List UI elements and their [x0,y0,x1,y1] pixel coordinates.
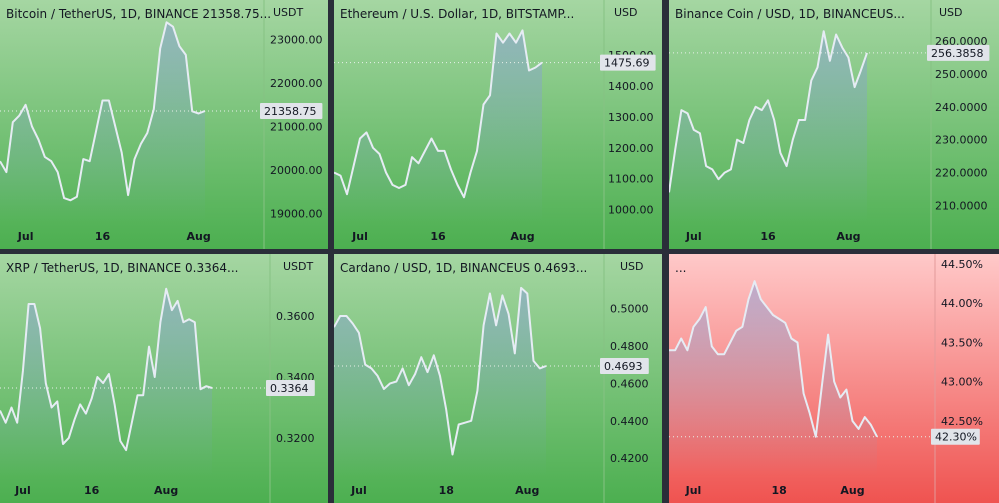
series-area [0,22,205,222]
chart-title: Ethereum / U.S. Dollar, 1D, BITSTAMP... [340,7,575,21]
y-tick-label: 1300.00 [608,111,654,124]
x-tick-label: 16 [430,230,446,243]
y-tick-label: 1200.00 [608,142,654,155]
panel-5[interactable]: 44.50% 44.00% 43.50% 43.00% 42.50% 42.30% Jul 1… [669,254,999,503]
chart-title: Binance Coin / USD, 1D, BINANCEUS... [675,7,905,21]
y-tick-label: 0.4600 [610,377,649,390]
price-unit: USDT [283,260,314,273]
y-tick-label: 22000.00 [270,77,323,90]
price-unit: USD [939,6,963,19]
x-tick-label: Jul [17,230,34,243]
x-tick-label: Jul [685,484,702,497]
chart-svg: 23000.00 22000.00 21000.00 20000.00 19000.00… [0,0,328,249]
x-tick-label: Aug [510,230,534,243]
last-price-badge [266,380,315,397]
y-tick-label: 0.5000 [610,302,649,315]
series-line [334,29,543,199]
y-tick-label: 42.50% [941,415,983,428]
y-tick-label: 20000.00 [270,164,323,177]
x-tick-label: Aug [515,484,539,497]
y-tick-label: 1000.00 [608,204,654,217]
series-area [0,288,212,476]
series-line [0,287,213,452]
y-tick-label: 23000.00 [270,34,323,47]
y-tick-label: 210.0000 [935,200,988,213]
panel-3[interactable]: 0.3600 0.3400 0.3200 0.3364 Jul 16 Aug XRP / T… [0,254,328,503]
series-area [669,281,877,476]
last-price-label: 0.4693 [604,360,643,373]
x-tick-label: 18 [439,484,454,497]
x-tick-label: 16 [95,230,111,243]
last-price-badge [600,54,656,71]
x-tick-label: Jul [351,230,368,243]
panel-0[interactable]: 23000.00 22000.00 21000.00 20000.00 19000.00… [0,0,328,249]
last-price-badge [600,357,649,374]
y-tick-label: 240.0000 [935,101,988,114]
last-price-label: 1475.69 [604,57,650,70]
chart-title: Bitcoin / TetherUS, 1D, BINANCE 21358.75… [6,7,272,21]
y-tick-label: 0.3200 [276,432,315,445]
last-price-label: 0.3364 [270,382,309,395]
chart-svg: 0.5000 0.4800 0.4600 0.4400 0.4200 0.4693 Jul 1… [334,254,662,503]
price-unit: USD [620,260,644,273]
x-tick-label: Jul [685,230,702,243]
chart-svg: 260.0000 250.0000 240.0000 230.0000 220.0000… [669,0,999,249]
y-tick-label: 19000.00 [270,207,323,220]
x-tick-label: Aug [154,484,178,497]
y-tick-label: 250.0000 [935,68,988,81]
x-tick-label: Jul [14,484,31,497]
y-tick-label: 1400.00 [608,80,654,93]
chart-title: Cardano / USD, 1D, BINANCEUS 0.4693... [340,261,588,275]
last-price-badge [260,102,323,119]
x-tick-label: 18 [771,484,786,497]
x-tick-label: Jul [350,484,367,497]
y-tick-label: 43.50% [941,336,983,349]
chart-title: XRP / TetherUS, 1D, BINANCE 0.3364... [6,261,239,275]
x-tick-label: Aug [836,230,860,243]
x-tick-label: 16 [760,230,776,243]
series-area [334,287,546,476]
series-line [0,21,206,202]
last-price-label: 256.3858 [931,47,984,60]
last-price-label: 21358.75 [264,105,317,118]
chart-svg: 1500.001400.001300.001200.001100.001000.… [334,0,662,249]
series-area [669,31,867,223]
last-price-badge [927,44,990,61]
y-tick-label: 230.0000 [935,134,988,147]
y-tick-label: 0.4400 [610,415,649,428]
last-price-badge [931,428,980,445]
x-tick-label: Aug [840,484,864,497]
x-tick-label: 16 [84,484,100,497]
y-tick-label: 220.0000 [935,167,988,180]
panel-2[interactable]: 260.0000 250.0000 240.0000 230.0000 220.0000… [669,0,999,249]
price-unit: USDT [273,6,304,19]
y-tick-label: 1100.00 [608,173,654,186]
series-line [669,30,868,193]
y-tick-label: 44.00% [941,297,983,310]
chart-svg: 44.50% 44.00% 43.50% 43.00% 42.50% 42.30% Jul 1… [669,254,999,503]
last-price-label: 42.30% [935,431,977,444]
y-tick-label: 44.50% [941,258,983,271]
y-tick-label: 0.3600 [276,310,315,323]
series-line [669,280,878,438]
y-tick-label: 43.00% [941,376,983,389]
panel-1[interactable]: 1500.001400.001300.001200.001100.001000.… [334,0,662,249]
y-tick-label: 260.0000 [935,35,988,48]
chart-title: ... [675,261,687,275]
series-line [334,286,547,456]
y-tick-label: 0.4800 [610,340,649,353]
y-tick-label: 21000.00 [270,121,323,134]
x-tick-label: Aug [186,230,210,243]
y-tick-label: 0.4200 [610,452,649,465]
panel-4[interactable]: 0.5000 0.4800 0.4600 0.4400 0.4200 0.4693 Jul 1… [334,254,662,503]
price-unit: USD [614,6,638,19]
